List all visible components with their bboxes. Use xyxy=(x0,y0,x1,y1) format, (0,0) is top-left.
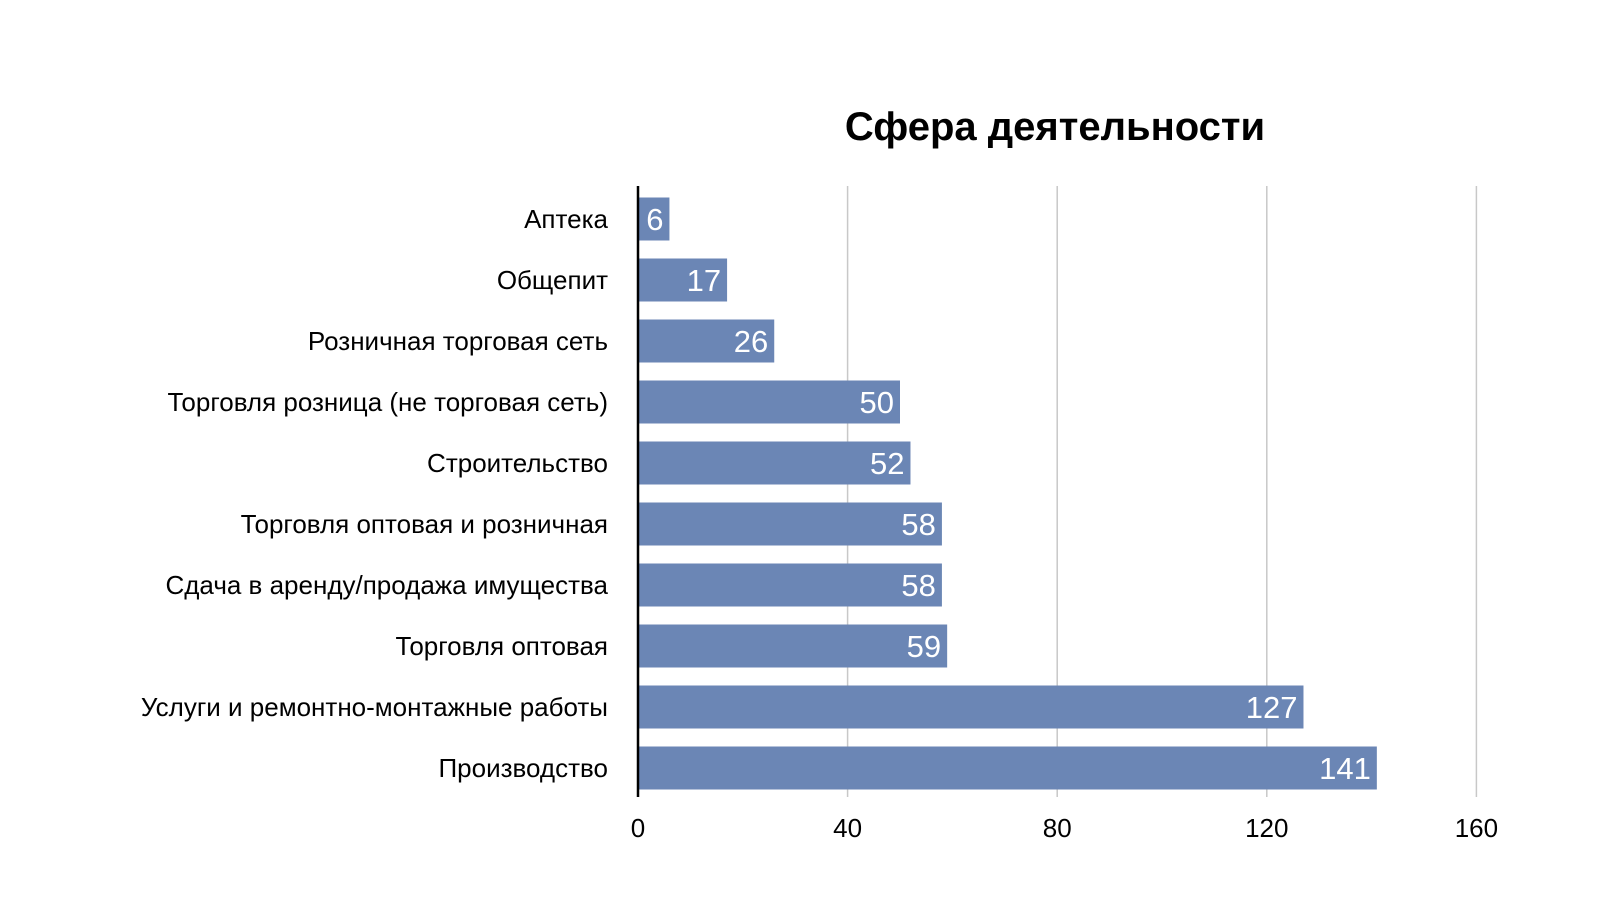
category-label: Торговля оптовая и розничная xyxy=(241,509,608,539)
x-axis-ticks: 0 40 80 120 160 xyxy=(631,813,1498,843)
bar xyxy=(638,624,948,668)
bar xyxy=(638,258,728,302)
category-label: Общепит xyxy=(497,265,608,295)
bar-value-label: 17 xyxy=(687,263,721,298)
category-label: Сдача в аренду/продажа имущества xyxy=(165,570,608,600)
chart-title: Сфера деятельности xyxy=(845,105,1265,149)
category-label: Розничная торговая сеть xyxy=(308,326,608,356)
category-label: Торговля оптовая xyxy=(395,631,608,661)
bar-value-label: 50 xyxy=(860,385,894,420)
bar xyxy=(638,502,942,546)
bar xyxy=(638,319,775,363)
x-tick-label: 40 xyxy=(833,813,862,843)
bar-value-label: 58 xyxy=(901,568,935,603)
bar-value-label: 59 xyxy=(907,629,941,664)
category-label: Услуги и ремонтно-монтажные работы xyxy=(141,692,608,722)
bar xyxy=(638,441,911,485)
category-label: Аптека xyxy=(524,204,608,234)
bar xyxy=(638,746,1377,790)
category-label: Производство xyxy=(438,753,608,783)
x-tick-label: 120 xyxy=(1245,813,1288,843)
x-tick-label: 0 xyxy=(631,813,645,843)
bar-value-label: 58 xyxy=(901,507,935,542)
bar xyxy=(638,685,1304,729)
category-labels: Аптека Общепит Розничная торговая сеть Торг… xyxy=(141,204,609,783)
bar xyxy=(638,380,900,424)
bar-value-label: 141 xyxy=(1319,751,1371,786)
category-label: Торговля розница (не торговая сеть) xyxy=(168,387,608,417)
x-tick-label: 80 xyxy=(1043,813,1072,843)
x-tick-label: 160 xyxy=(1455,813,1498,843)
bar-value-label: 26 xyxy=(734,324,768,359)
bar-value-label: 127 xyxy=(1246,690,1298,725)
bars: 6 17 26 50 52 58 58 59 127 141 xyxy=(638,197,1377,790)
bar xyxy=(638,197,670,241)
category-label: Строительство xyxy=(427,448,608,478)
bar xyxy=(638,563,942,607)
bar-value-label: 6 xyxy=(646,202,663,237)
bar-value-label: 52 xyxy=(870,446,904,481)
